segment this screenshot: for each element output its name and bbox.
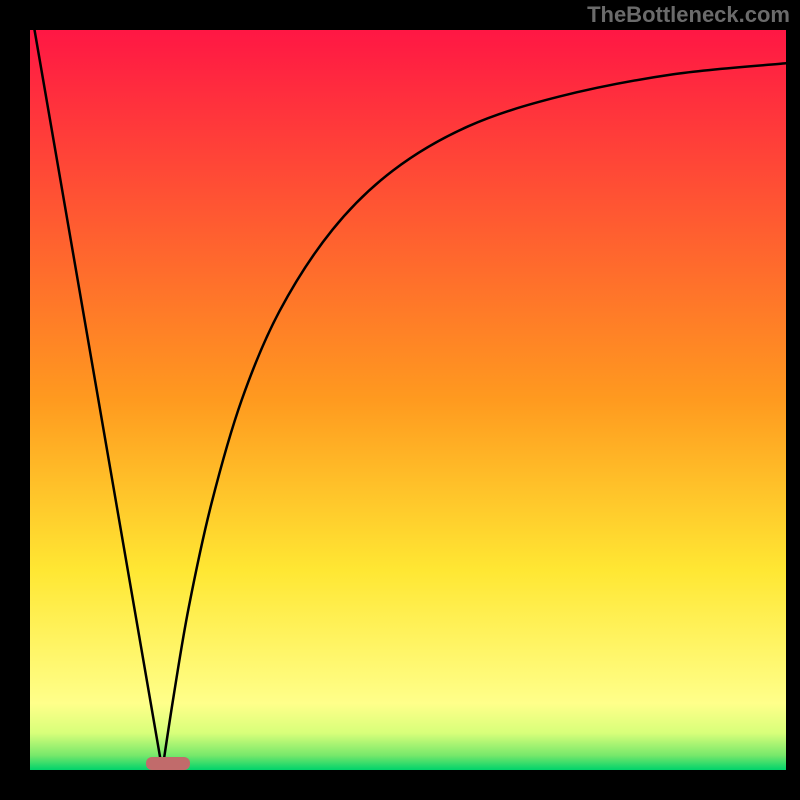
bottleneck-marker bbox=[146, 757, 190, 770]
curve-layer bbox=[0, 0, 800, 800]
chart-frame: TheBottleneck.com bbox=[0, 0, 800, 800]
bottleneck-curve bbox=[35, 30, 786, 770]
watermark-text: TheBottleneck.com bbox=[587, 2, 790, 28]
